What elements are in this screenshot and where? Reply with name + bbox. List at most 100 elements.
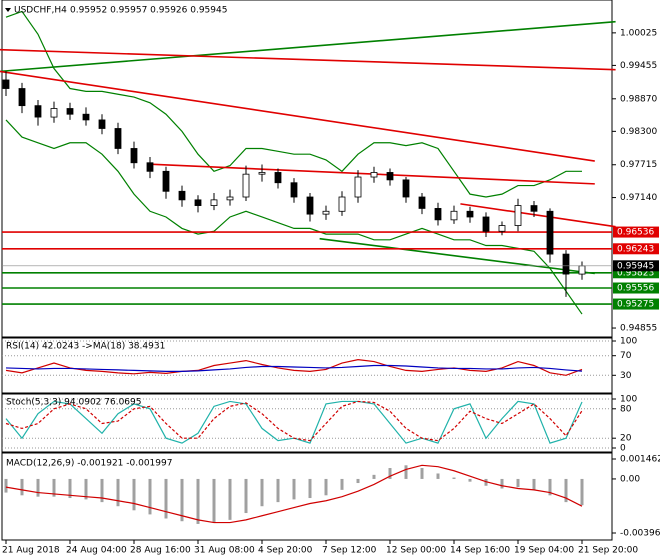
candle-body [66, 108, 74, 115]
candle-body [450, 210, 458, 221]
panel-title: MACD(12,26,9) -0.001921 -0.001997 [6, 459, 172, 469]
level-label: 0.96243 [617, 244, 654, 254]
histogram-bar [68, 478, 72, 499]
candle-body [82, 113, 90, 121]
level-badge [613, 243, 659, 255]
x-tick-label: 31 Aug 08:00 [194, 546, 255, 556]
histogram-bar [260, 478, 264, 507]
histogram-bar [452, 477, 456, 479]
candle-body [34, 105, 42, 118]
level-badge [613, 267, 659, 279]
chart-title: USDCHF,H4 [14, 6, 67, 16]
histogram-bar [52, 478, 56, 497]
trend-line [319, 237, 595, 275]
y-tick-label: 20 [620, 434, 632, 444]
candle-body [114, 128, 122, 149]
candle-body [530, 205, 538, 212]
y-tick-label: 0.94855 [620, 324, 657, 334]
histogram-bar [564, 478, 568, 503]
y-tick-label: 0.97140 [620, 193, 657, 203]
candle-body [258, 172, 266, 175]
histogram-bar [484, 478, 488, 486]
symbol-icon [5, 8, 11, 12]
y-tick-label: 1.00025 [620, 28, 657, 38]
histogram-bar [100, 478, 104, 503]
candle-body [466, 210, 474, 218]
candle-body [370, 172, 378, 178]
histogram-bar [548, 478, 552, 496]
histogram-bar [116, 478, 120, 507]
x-tick-label: 7 Sep 12:00 [322, 546, 377, 556]
candle-body [322, 210, 330, 215]
indicator-line [5, 400, 583, 442]
histogram-bar [164, 478, 168, 519]
histogram-bar [500, 478, 504, 489]
histogram-bar [420, 468, 424, 479]
candle-body [290, 182, 298, 198]
candle-body [306, 196, 314, 215]
panel-title: RSI(14) 42.0243 ->MA(18) 38.4931 [6, 342, 165, 352]
histogram-bar [84, 478, 88, 500]
histogram-bar [36, 478, 40, 497]
histogram-bar [212, 478, 216, 523]
y-tick-label: 0.001462 [620, 455, 660, 465]
candle-body [98, 119, 106, 129]
histogram-bar [292, 478, 296, 500]
panel-frame [1, 337, 613, 394]
histogram-bar [372, 474, 376, 479]
candle-body [226, 196, 234, 201]
trend-line [0, 70, 595, 162]
histogram-bar [356, 478, 360, 484]
candle-body [210, 199, 218, 206]
histogram-bar [532, 478, 536, 490]
candle-body [546, 210, 554, 255]
candle-body [402, 179, 410, 198]
y-tick-label: -0.003964 [620, 529, 660, 539]
candle-body [178, 190, 186, 201]
candle-body [354, 176, 362, 198]
candle-body [482, 216, 490, 232]
x-tick-label: 24 Aug 04:00 [66, 546, 127, 556]
level-label: 0.95556 [617, 284, 654, 294]
y-tick-label: 100 [620, 337, 637, 347]
y-tick-label: 0.98870 [620, 94, 657, 104]
indicator-line [5, 364, 583, 372]
candle-body [242, 173, 250, 198]
level-label: 0.95275 [617, 300, 654, 310]
x-tick-label: 21 Sep 20:00 [578, 546, 638, 556]
candle-body [386, 172, 394, 181]
y-tick-label: 0.00 [620, 474, 640, 484]
histogram-bar [244, 478, 248, 514]
histogram-bar [308, 478, 312, 499]
y-tick-label: 70 [620, 351, 632, 361]
panel-frame [1, 393, 613, 453]
histogram-bar [228, 478, 232, 520]
histogram-bar [324, 478, 328, 496]
histogram-bar [516, 478, 520, 488]
histogram-bar [276, 478, 280, 503]
x-tick-label: 14 Sep 16:00 [450, 546, 510, 556]
panel-frame [1, 452, 613, 541]
y-tick-label: 80 [620, 404, 632, 414]
trend-line [0, 20, 616, 73]
y-tick-label: 30 [620, 371, 632, 381]
histogram-bar [196, 478, 200, 524]
x-tick-label: 19 Sep 04:00 [514, 546, 574, 556]
candle-body [274, 172, 282, 184]
candle-body [2, 79, 10, 89]
candle-body [194, 199, 202, 206]
candle-body [50, 108, 58, 118]
last-price-label: 0.95945 [617, 261, 654, 271]
histogram-bar [388, 468, 392, 479]
trend-line [460, 203, 616, 228]
x-tick-label: 21 Aug 2018 [2, 546, 60, 556]
candle-body [498, 225, 506, 232]
candle-body [130, 148, 138, 164]
level-label: 0.96536 [617, 228, 654, 238]
histogram-bar [404, 465, 408, 479]
bollinger-band [5, 119, 583, 315]
trend-line [0, 48, 616, 71]
chart-subtitle: 0.95952 0.95957 0.95926 0.95945 [70, 6, 227, 16]
